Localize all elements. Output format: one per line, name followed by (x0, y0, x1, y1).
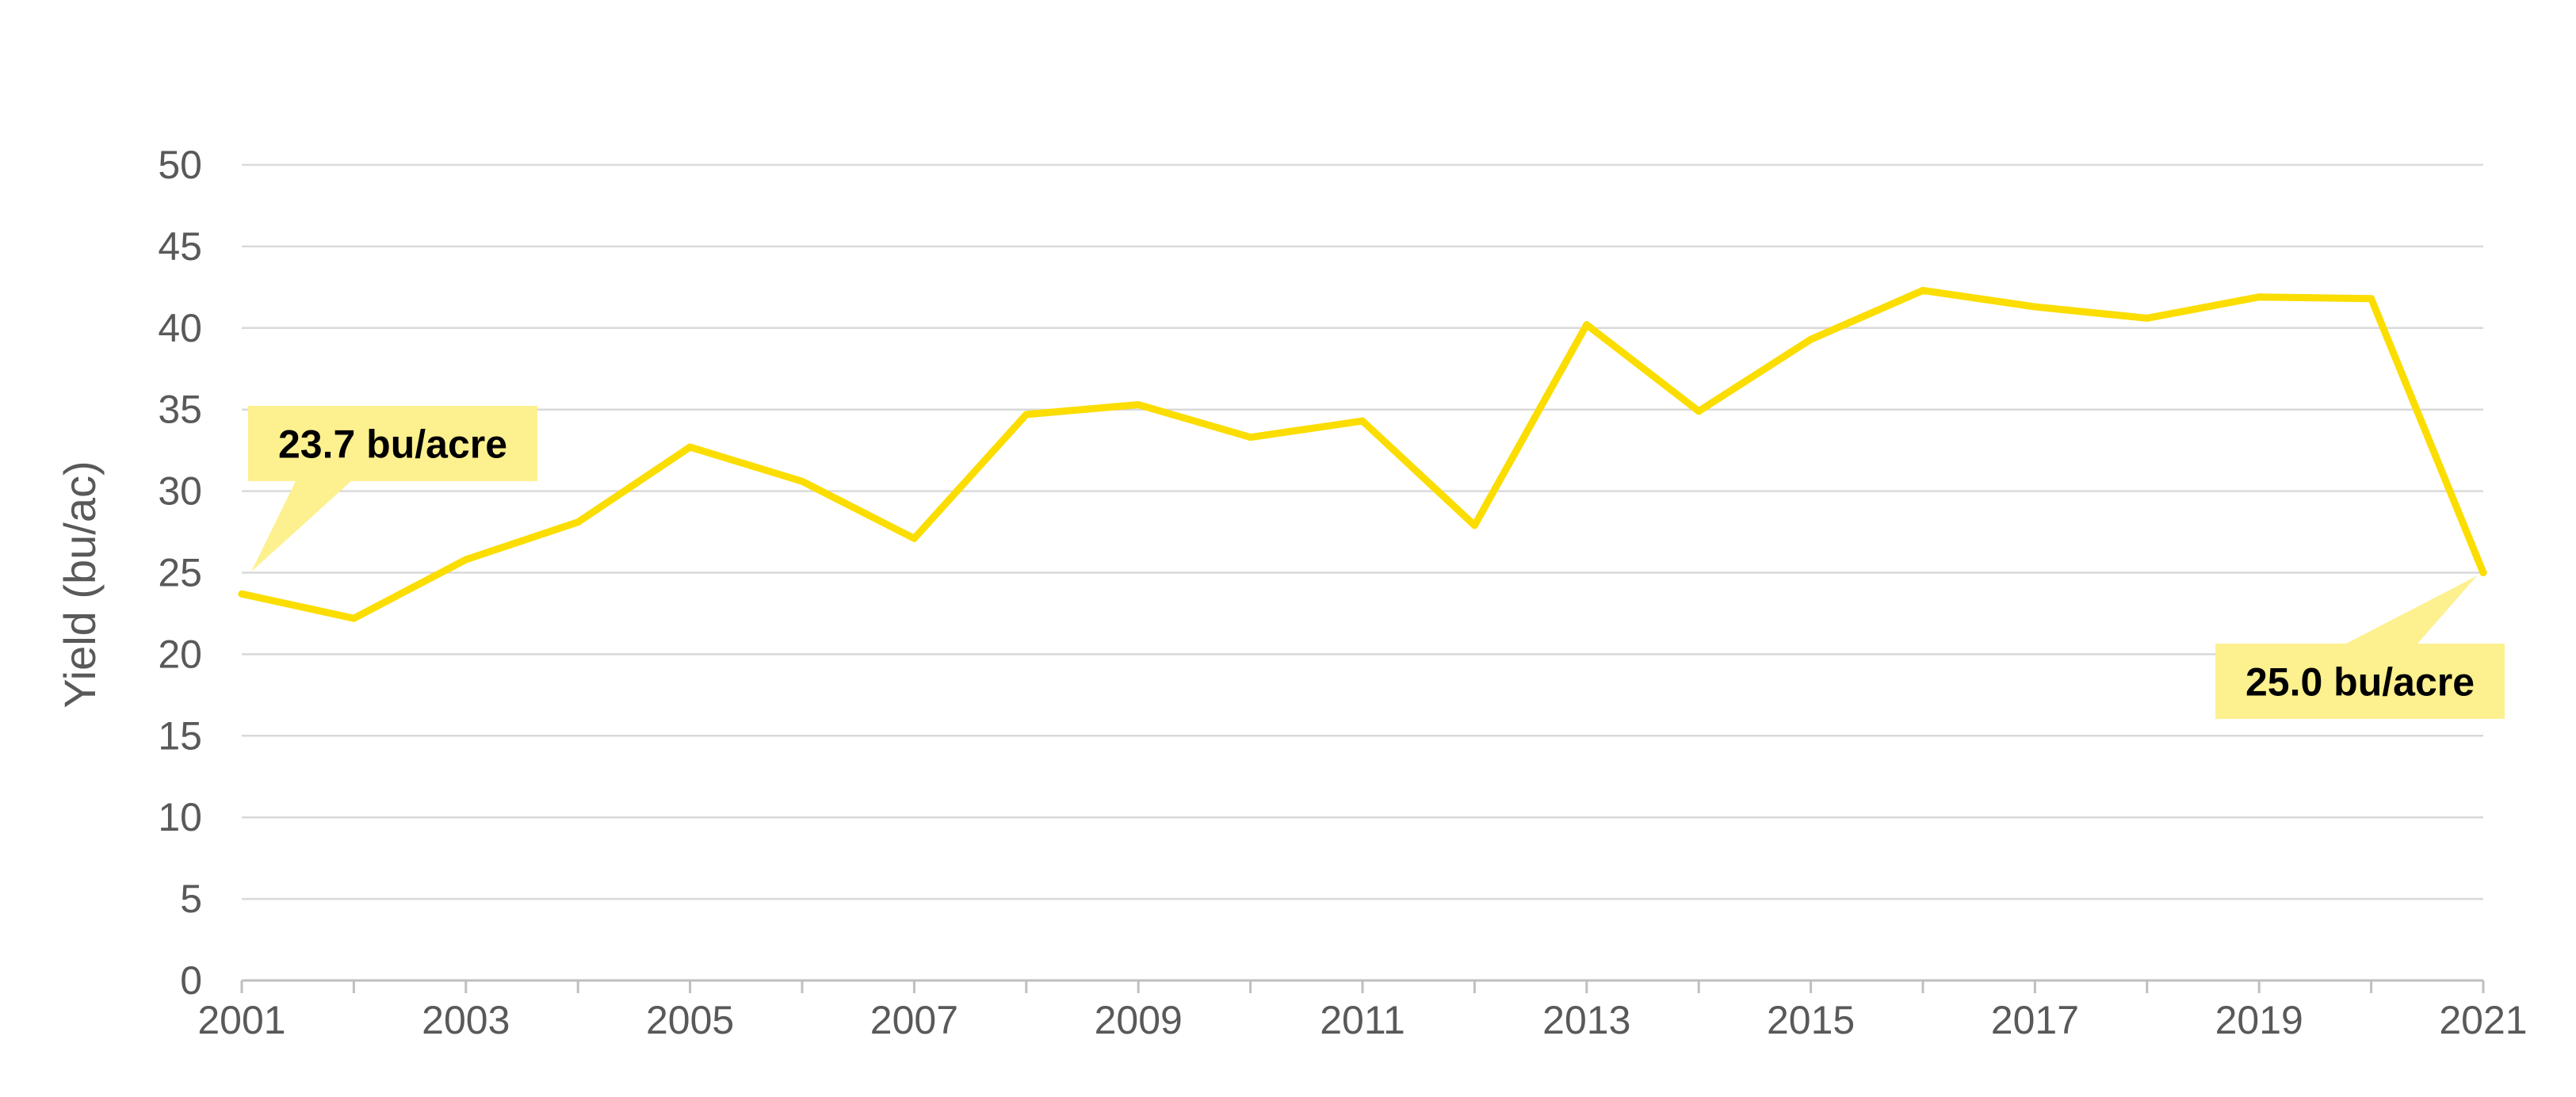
y-tick-label: 30 (158, 469, 202, 514)
x-tick-label: 2003 (422, 998, 510, 1042)
y-axis-tick-labels: 0 5 10 15 20 25 30 35 40 45 50 (158, 143, 202, 1003)
data-point-2016 (1919, 286, 1927, 294)
annotation-callout: 25.0 bu/acre (2215, 575, 2505, 719)
data-point-2008 (1022, 411, 1030, 419)
y-tick-label: 50 (158, 143, 202, 187)
y-tick-label: 20 (158, 632, 202, 676)
data-point-2013 (1583, 321, 1591, 329)
data-point-2007 (910, 534, 918, 542)
data-point-2009 (1134, 401, 1142, 409)
y-tick-label: 15 (158, 713, 202, 758)
y-tick-label: 10 (158, 795, 202, 839)
annotation-label: 23.7 bu/acre (278, 422, 507, 467)
data-point-2005 (686, 443, 694, 451)
series-line (238, 286, 2487, 622)
series (238, 286, 2487, 622)
callout-box (248, 406, 537, 481)
data-point-2017 (2031, 303, 2039, 311)
data-point-2021 (2479, 569, 2487, 576)
x-tick-label: 2011 (1320, 998, 1405, 1042)
y-tick-label: 35 (158, 388, 202, 432)
data-point-2006 (798, 477, 806, 485)
x-tick-label: 2007 (870, 998, 958, 1042)
data-point-2002 (350, 614, 357, 622)
x-tick-label: 2015 (1767, 998, 1855, 1042)
data-point-2011 (1359, 417, 1366, 425)
x-tick-label: 2001 (197, 998, 285, 1042)
data-point-2001 (238, 590, 246, 598)
data-point-2019 (2255, 293, 2263, 301)
annotation-label: 25.0 bu/acre (2245, 660, 2475, 705)
y-axis-title: Yield (bu/ac) (55, 461, 105, 708)
callout-pointer (251, 481, 351, 572)
y-tick-label: 45 (158, 224, 202, 269)
y-tick-label: 40 (158, 306, 202, 350)
data-point-2012 (1470, 522, 1478, 529)
data-point-2004 (574, 518, 582, 526)
x-tick-label: 2005 (646, 998, 734, 1042)
x-tick-label: 2013 (1542, 998, 1630, 1042)
callout-pointer (2346, 575, 2477, 644)
y-tick-label: 25 (158, 551, 202, 595)
x-tick-label: 2009 (1095, 998, 1183, 1042)
callouts: 23.7 bu/acre 25.0 bu/acre (248, 406, 2505, 719)
x-axis: 2001 2003 2005 2007 2009 2011 2013 2015 2017 2019… (197, 979, 2528, 1042)
y-tick-label: 5 (180, 877, 202, 921)
gridlines (242, 163, 2483, 900)
x-tick-label: 2021 (2439, 998, 2527, 1042)
data-point-2020 (2368, 295, 2375, 303)
data-point-2010 (1247, 434, 1255, 441)
data-point-2015 (1807, 335, 1815, 343)
data-point-2003 (462, 556, 470, 564)
data-point-2014 (1695, 407, 1703, 415)
annotation-callout: 23.7 bu/acre (248, 406, 537, 572)
y-tick-label: 0 (180, 958, 202, 1003)
data-point-2018 (2143, 314, 2151, 322)
callout-box (2215, 644, 2505, 719)
x-tick-label: 2019 (2215, 998, 2303, 1042)
x-tick-label: 2017 (1991, 998, 2079, 1042)
